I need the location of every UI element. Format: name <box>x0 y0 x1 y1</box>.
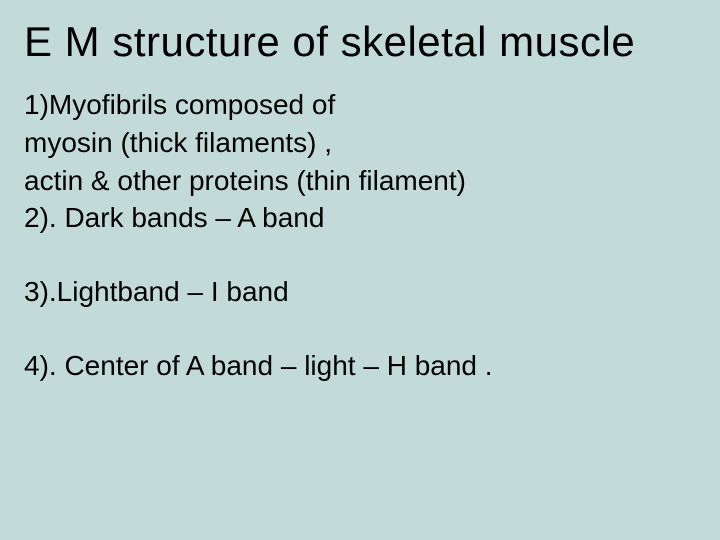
content-line: 4). Center of A band – light – H band . <box>24 347 696 385</box>
content-line: myosin (thick filaments) , <box>24 124 696 162</box>
content-line: actin & other proteins (thin filament) <box>24 162 696 200</box>
content-body: 1)Myofibrils composed of myosin (thick f… <box>24 86 696 385</box>
content-line: 3).Lightband – I band <box>24 273 696 311</box>
content-line: 2). Dark bands – A band <box>24 199 696 237</box>
content-block: 1)Myofibrils composed of myosin (thick f… <box>24 86 696 237</box>
content-block: 3).Lightband – I band <box>24 273 696 311</box>
content-line: 1)Myofibrils composed of <box>24 86 696 124</box>
page-title: E M structure of skeletal muscle <box>24 18 696 66</box>
content-block: 4). Center of A band – light – H band . <box>24 347 696 385</box>
